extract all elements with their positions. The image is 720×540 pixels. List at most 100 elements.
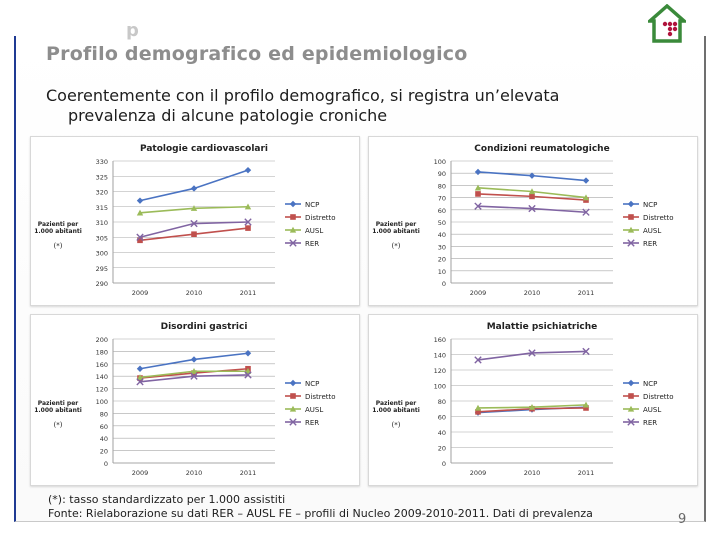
house-logo-icon [648, 4, 686, 43]
y-tick-label: 100 [434, 383, 446, 391]
data-point-rer [136, 233, 144, 241]
legend-marker-rer [289, 418, 297, 426]
data-point-rer-stroke-b [190, 372, 198, 380]
data-point-rer [474, 356, 482, 364]
data-point-rer [190, 372, 198, 380]
data-point-ncp [136, 365, 144, 372]
y-tick-label: 90 [438, 170, 446, 178]
y-tick-label: 160 [434, 336, 446, 344]
x-tick-label: 2009 [470, 289, 487, 297]
data-point-rer-stroke-b [582, 347, 590, 356]
legend-label: AUSL [643, 406, 661, 414]
legend-label: RER [305, 240, 319, 248]
data-point-ncp [244, 350, 252, 357]
y-tick-label: 315 [96, 204, 108, 212]
y-axis-label-line-2: 1.000 abitanti [34, 228, 82, 235]
data-point-ausl [582, 401, 590, 408]
data-point-rer [244, 218, 252, 226]
y-tick-label: 0 [442, 280, 446, 288]
data-point-ausl [190, 368, 198, 374]
data-point-rer-stroke-b [474, 202, 482, 210]
legend-label: RER [305, 419, 319, 427]
y-tick-label: 330 [96, 158, 108, 166]
x-tick-label: 2009 [132, 469, 149, 477]
y-axis-label-line-1: Pazienti per [38, 221, 79, 228]
legend-label: NCP [305, 380, 319, 388]
data-point-ausl [528, 404, 536, 410]
y-tick-label: 100 [96, 398, 108, 406]
subtitle: Coerentemente con il profilo demografico… [46, 86, 559, 126]
data-point-rer-stroke-b [582, 208, 590, 216]
x-tick-label: 2009 [132, 289, 149, 297]
subtitle-line-2: prevalenza di alcune patologie croniche [68, 106, 388, 125]
x-tick-label: 2010 [186, 289, 203, 297]
y-tick-label: 300 [96, 250, 108, 258]
legend-label: Distretto [643, 393, 674, 401]
x-tick-label: 2011 [578, 469, 595, 477]
y-tick-label: 325 [96, 173, 108, 181]
y-tick-label: 295 [96, 265, 108, 273]
chart-psichiatriche: Malattie psichiatriche 0 20 40 60 80 100 120 140… [372, 322, 674, 477]
chart-title: Patologie cardiovascolari [140, 144, 268, 154]
subtitle-line-1: Coerentemente con il profilo demografico… [46, 86, 560, 105]
legend-marker-rer [289, 239, 297, 247]
data-point-ncp [190, 356, 198, 363]
legend-marker-rer-stroke-b [289, 418, 297, 426]
data-point-distretto [583, 405, 589, 411]
y-tick-label: 50 [438, 219, 446, 227]
y-tick-label: 140 [434, 352, 446, 360]
data-point-rer-stroke-b [136, 378, 144, 386]
legend-label: RER [643, 419, 657, 427]
data-point-ausl [244, 203, 252, 210]
data-point-rer [474, 202, 482, 210]
y-tick-label: 100 [434, 158, 446, 166]
data-point-distretto [529, 193, 535, 200]
x-tick-label: 2011 [240, 289, 257, 297]
data-point-rer-stroke-b [474, 356, 482, 364]
legend-marker-distretto [290, 214, 296, 220]
data-point-ncp [244, 166, 252, 174]
legend-marker-ncp [289, 200, 297, 208]
y-tick-label: 40 [438, 231, 446, 239]
data-point-rer-stroke-b [528, 349, 536, 357]
legend-label: NCP [305, 201, 319, 209]
y-tick-label: 290 [96, 280, 108, 288]
chart-title: Condizioni reumatologiche [474, 144, 609, 154]
data-point-rer [582, 347, 590, 356]
y-tick-label: 0 [104, 460, 108, 468]
data-point-rer [582, 208, 590, 216]
x-tick-label: 2011 [578, 289, 595, 297]
legend-marker-distretto [628, 214, 634, 220]
y-tick-label: 80 [438, 182, 446, 190]
data-point-rer-stroke-b [528, 204, 536, 213]
y-tick-label: 0 [442, 460, 446, 468]
star-note: (*) [54, 421, 63, 429]
legend-label: AUSL [305, 406, 323, 414]
data-point-ausl [136, 374, 144, 381]
y-axis-label-line-2: 1.000 abitanti [372, 228, 420, 235]
y-tick-label: 310 [96, 219, 108, 227]
data-point-ausl [474, 184, 482, 191]
chart-gastrici: Disordini gastrici 0 20 40 60 80 100 120 140 160 1… [34, 322, 336, 477]
y-tick-label: 30 [438, 243, 446, 251]
data-point-ausl [582, 194, 590, 201]
chart-panel-cardiovascolari: Patologie cardiovascolari 290 295 300 305 310… [30, 136, 360, 306]
legend-marker-rer [627, 418, 635, 426]
title-ghost: p [126, 20, 139, 41]
data-point-rer [244, 371, 252, 379]
page-number: 9 [678, 512, 687, 527]
data-point-ncp [474, 168, 482, 176]
y-tick-label: 60 [438, 414, 446, 422]
legend-marker-ncp [627, 379, 635, 387]
data-point-ncp [528, 172, 536, 179]
y-tick-label: 140 [96, 373, 108, 381]
legend-marker-rer [627, 239, 635, 247]
y-tick-label: 160 [96, 361, 108, 369]
data-point-rer [528, 349, 536, 357]
legend-label: RER [643, 240, 657, 248]
chart-reumatologiche: Condizioni reumatologiche 0 10 20 30 40 50 60 70… [372, 144, 673, 297]
y-tick-label: 20 [438, 256, 446, 264]
legend-label: Distretto [305, 393, 336, 401]
x-tick-label: 2009 [470, 469, 487, 477]
legend-marker-ausl [289, 405, 297, 412]
